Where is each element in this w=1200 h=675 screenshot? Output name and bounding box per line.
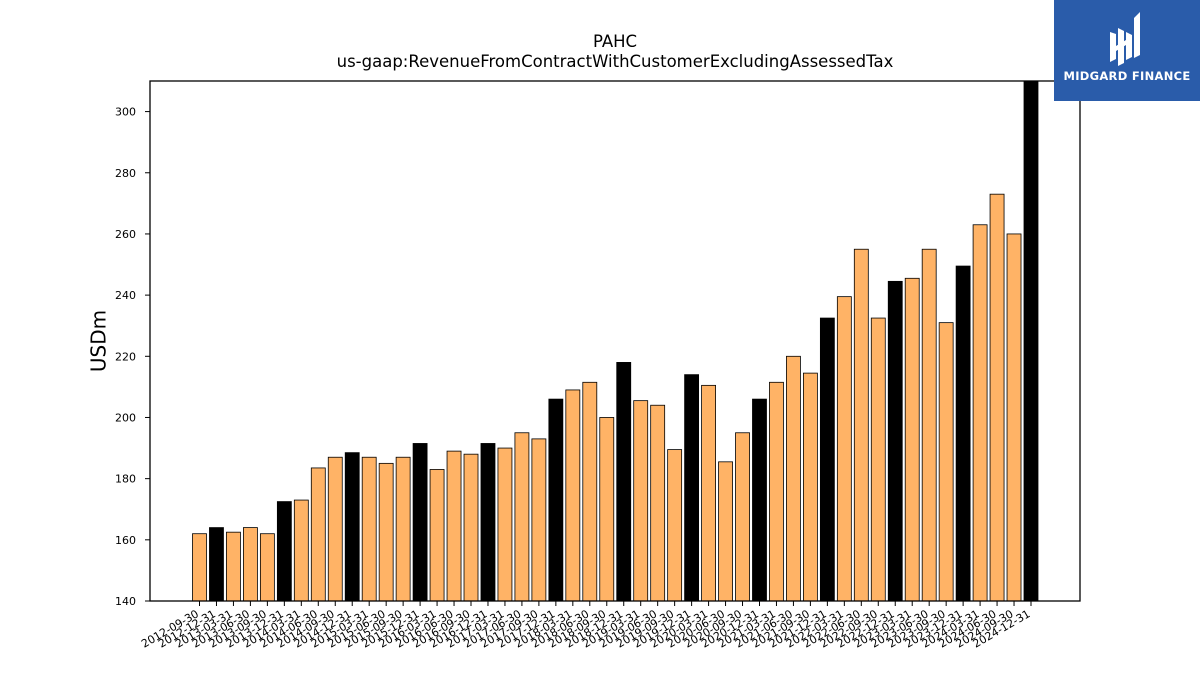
bar-2020-06-30: [718, 461, 733, 602]
y-tick-label: 240: [115, 289, 136, 302]
bar-2020-03-31: [701, 384, 716, 602]
bar-2013-06-30: [243, 527, 258, 602]
bar-2024-06-30: [989, 193, 1005, 602]
bar-2017-03-31: [497, 447, 513, 602]
logo-text: MIDGARD FINANCE: [1063, 69, 1191, 83]
bar-2017-09-30: [531, 438, 547, 602]
chart-subtitle: us-gaap:RevenueFromContractWithCustomerE…: [336, 52, 894, 71]
bar-2015-09-30: [395, 456, 411, 602]
bar-2021-09-30: [802, 372, 818, 602]
bar-2020-12-31: [752, 398, 767, 602]
y-axis-label: USDm: [87, 310, 111, 372]
x-axis: 2012-09-302012-12-312013-03-312013-06-30…: [139, 601, 1033, 651]
bar-2018-12-31: [616, 362, 632, 602]
bar-2022-06-30: [853, 248, 869, 602]
bar-2012-12-31: [209, 527, 224, 602]
logo-mark-icon: [1110, 12, 1140, 66]
bar-2024-09-30: [1006, 233, 1022, 602]
bar-2023-06-30: [921, 248, 937, 602]
bar-2017-12-31: [548, 398, 564, 602]
y-tick-label: 220: [115, 350, 136, 363]
y-tick-label: 200: [115, 411, 136, 424]
y-tick-label: 260: [115, 228, 136, 241]
bar-2021-06-30: [786, 355, 801, 602]
bar-2019-09-30: [667, 449, 683, 602]
bar-2016-09-30: [463, 453, 479, 602]
bar-2015-03-31: [361, 456, 377, 602]
bar-2024-12-31: [1023, 80, 1039, 602]
bar-2014-06-30: [310, 467, 326, 602]
bar-2021-03-31: [769, 381, 784, 602]
bar-2017-06-30: [514, 432, 530, 602]
y-tick-label: 140: [115, 595, 136, 608]
bar-2023-09-30: [938, 322, 954, 602]
bar-series: [192, 80, 1039, 602]
bar-2022-03-31: [836, 296, 852, 602]
bar-2012-09-30: [192, 533, 207, 602]
bar-2016-03-31: [429, 469, 445, 602]
bar-2024-03-31: [972, 224, 988, 602]
midgard-finance-logo: MIDGARD FINANCE: [1054, 0, 1200, 101]
y-tick-label: 160: [115, 534, 136, 547]
bar-2023-03-31: [904, 277, 920, 602]
bar-2014-09-30: [327, 456, 343, 602]
bar-2019-06-30: [650, 404, 666, 602]
bar-2018-09-30: [599, 417, 615, 602]
y-tick-label: 180: [115, 473, 136, 486]
bar-2018-03-31: [565, 389, 581, 602]
bar-2016-06-30: [446, 450, 462, 602]
bar-2015-12-31: [412, 443, 428, 602]
bar-2016-12-31: [480, 443, 496, 602]
chart-title: PAHC: [592, 32, 638, 51]
bar-2014-12-31: [344, 452, 360, 602]
plot-frame: [149, 80, 1081, 602]
bar-2020-09-30: [735, 432, 750, 602]
y-tick-label: 300: [115, 106, 136, 119]
bar-2021-12-31: [819, 317, 835, 602]
bar-2023-12-31: [955, 265, 971, 602]
bar-2019-12-31: [684, 374, 700, 602]
bar-2019-03-31: [633, 400, 649, 602]
y-axis: 140 160 180 200 220 240 260 280 300: [115, 106, 150, 608]
bar-2022-09-30: [870, 317, 886, 602]
bar-2022-12-31: [887, 280, 903, 602]
bar-2015-06-30: [378, 462, 394, 602]
bar-2013-12-31: [276, 501, 292, 602]
y-tick-label: 280: [115, 167, 136, 180]
bar-2018-06-30: [582, 381, 598, 602]
bar-2013-09-30: [259, 533, 275, 602]
bar-2014-03-31: [293, 499, 309, 602]
bar-2013-03-31: [226, 531, 241, 602]
